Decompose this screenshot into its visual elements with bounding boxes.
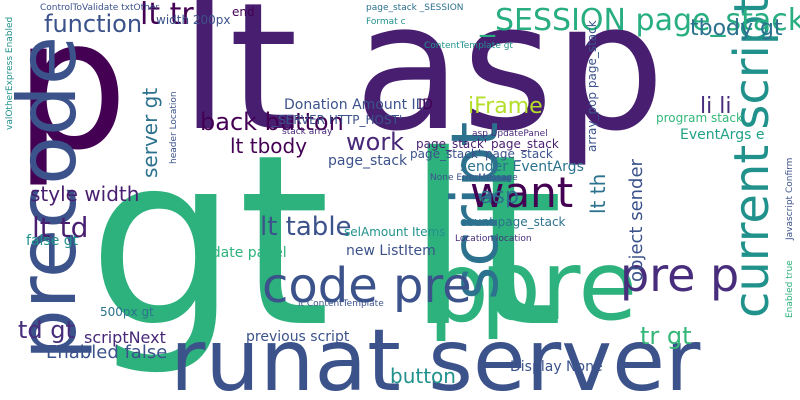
word-cloud-word: work (346, 128, 405, 156)
word-cloud-word: iFrame (468, 94, 543, 119)
word-cloud-word: Javascript Confirm (785, 157, 795, 240)
word-cloud-word: lt td (32, 211, 89, 244)
word-cloud-word: ContentTemplate gt (424, 41, 513, 51)
word-cloud-word: button (390, 364, 456, 388)
word-cloud-word: Display None (510, 359, 603, 375)
word-cloud-word: _SERVER HTTP_HOST' (272, 113, 403, 127)
word-cloud-word: stack array (282, 127, 333, 137)
word-cloud-word: object sender (626, 159, 647, 282)
word-cloud-word: ControlToValidate txtOther (40, 3, 160, 13)
word-cloud-word: update panel (194, 245, 287, 261)
word-cloud-word: lt asp (180, 0, 666, 170)
word-cloud-word: page_stack (328, 153, 408, 169)
word-cloud-word: previous script (246, 329, 350, 345)
word-cloud-word: false gt (26, 233, 79, 249)
word-cloud-word: ID (418, 97, 433, 113)
word-cloud-word: lt th (586, 173, 610, 214)
word-cloud-word: runat server (170, 311, 701, 400)
word-cloud-word: scriptNext (84, 328, 166, 347)
word-cloud-word: lt table (260, 212, 352, 242)
word-cloud-word: style width (30, 182, 140, 206)
word-cloud-word: code pre (262, 258, 472, 314)
word-cloud-word: want (470, 168, 574, 217)
word-cloud-word: count page_stack (460, 215, 566, 229)
word-cloud-word: page_stack _SESSION (366, 3, 464, 13)
word-cloud-word: 500px gt (100, 305, 154, 319)
word-cloud-word: page_stack' page_stack (416, 137, 559, 151)
word-cloud-word: lt tr (140, 0, 194, 32)
word-cloud-word: lt tbody (230, 134, 308, 158)
word-cloud-word: EventArgs e (680, 127, 765, 143)
word-cloud-word: server gt (138, 87, 162, 178)
word-cloud-word: p (14, 0, 129, 190)
word-cloud-word: li li (700, 94, 732, 119)
word-cloud-word: page_stack' page_stack (410, 147, 553, 161)
word-cloud-word: asp (480, 184, 519, 209)
word-cloud-word: new ListItem (346, 243, 436, 259)
word-cloud-word: sender EventArgs (460, 159, 584, 175)
word-cloud-word: pre p (620, 248, 740, 302)
word-cloud-word: tr gt (640, 322, 692, 350)
word-cloud-word: valOtherExpress Enabled (5, 16, 15, 130)
word-cloud-word: gt lt (88, 104, 564, 379)
word-cloud-word: Enabled false (46, 342, 168, 363)
word-cloud-word: None ErrorMessage (430, 173, 518, 183)
word-cloud-word: Location location (455, 234, 532, 244)
word-cloud-word: back button (200, 108, 344, 136)
word-cloud-word: header Location (169, 91, 179, 164)
word-cloud-word: p (428, 232, 489, 344)
word-cloud-word: array_pop page_stack (585, 20, 599, 152)
word-cloud-word: lt ContentTemplate (298, 299, 384, 309)
word-cloud-word: _SESSION page_stack' (480, 3, 800, 38)
word-cloud-word: Enabled true (785, 260, 795, 318)
word-cloud-word: width 200px (156, 13, 231, 27)
word-cloud-word: pre (480, 230, 638, 342)
word-cloud-word: program stack (656, 111, 743, 125)
word-cloud-word: tbody gt (690, 16, 783, 41)
word-cloud-word: selAmount Items (344, 225, 446, 239)
word-cloud-word: Format c (366, 17, 406, 27)
word-cloud-word: function (44, 10, 143, 38)
word-cloud-word: Donation Amount ID (284, 97, 427, 113)
word-cloud-word: td gt (18, 316, 75, 344)
word-cloud-word: asp UpdatePanel (472, 129, 548, 139)
word-cloud-word: end (232, 5, 255, 19)
